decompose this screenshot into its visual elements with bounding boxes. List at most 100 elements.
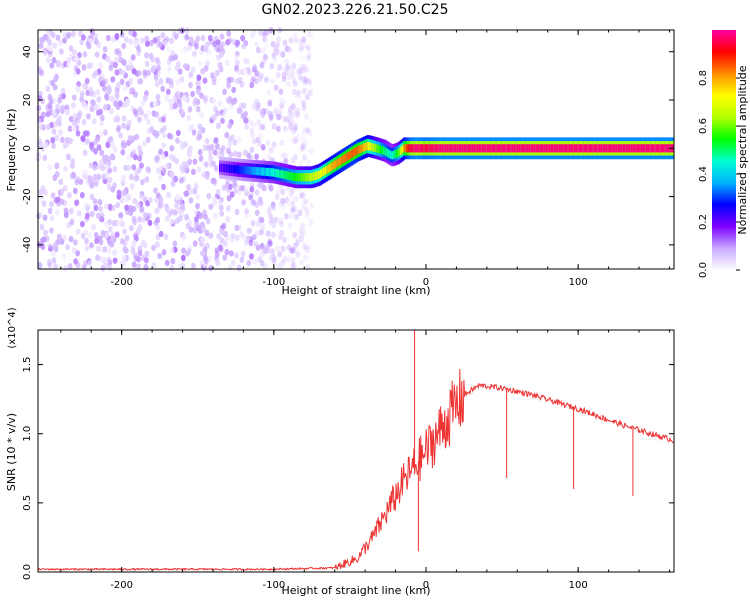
spectrogram-cell: [225, 39, 231, 46]
spectrogram-cell: [73, 258, 79, 265]
y-tick-label: -20: [22, 188, 33, 204]
spectrogram-cell: [236, 189, 242, 196]
spectrogram-cell: [74, 178, 80, 186]
spectrogram-cell: [305, 246, 310, 254]
spectrogram-cell: [47, 102, 53, 110]
spectrogram-cell: [59, 107, 65, 115]
spectrogram-cell: [200, 35, 206, 42]
spectrogram-cell: [46, 258, 52, 266]
spectrogram-cell: [224, 131, 230, 139]
spectrogram-cell: [271, 123, 277, 130]
spectrogram-cell: [279, 139, 285, 147]
spectrogram-cell: [47, 207, 53, 215]
spectrogram-cell: [180, 143, 185, 151]
spectrogram-cell: [145, 136, 151, 144]
spectrogram-cell: [237, 107, 242, 114]
spectrogram-cell: [170, 257, 176, 265]
spectrogram-cell: [279, 229, 285, 237]
spectrogram-cell: [128, 38, 134, 45]
colorbar-tick-label: 0.6: [698, 118, 709, 134]
spectrogram-cell: [283, 158, 289, 165]
spectrogram-cell: [186, 150, 192, 158]
spectrogram-cell: [185, 222, 191, 230]
spectrogram-cell: [187, 106, 193, 113]
spectrogram-cell: [303, 245, 309, 252]
spectrogram-cell: [305, 147, 310, 154]
spectrogram-cell: [53, 263, 58, 270]
spectrogram-cell: [290, 247, 296, 254]
spectrogram-cell: [89, 210, 95, 218]
spectrogram-cell: [203, 46, 209, 53]
spectrogram-cell: [122, 228, 127, 235]
spectrogram-cell: [193, 97, 198, 104]
spectrogram-cell: [104, 172, 109, 179]
spectrogram-cell: [260, 222, 266, 229]
spectrogram-cell: [169, 133, 175, 141]
spectrogram-cell: [280, 152, 286, 159]
spectrogram-cell: [299, 236, 304, 243]
spectrogram-cell: [83, 229, 89, 236]
spectrogram-cell: [203, 65, 209, 72]
spectrogram-cell: [146, 167, 152, 174]
spectrogram-cell: [108, 64, 114, 72]
spectrogram-cell: [148, 52, 154, 60]
spectrogram-cell: [104, 93, 109, 100]
spectrogram-cell: [139, 37, 145, 44]
spectrogram-cell: [279, 97, 285, 104]
spectrogram-cell: [115, 126, 121, 133]
spectrogram-cell: [80, 135, 86, 142]
spectrogram-cell: [103, 104, 108, 111]
spectrogram-cell: [243, 186, 249, 194]
spectrogram-cell: [204, 137, 210, 145]
spectrogram-cell: [278, 88, 284, 95]
spectrogram-cell: [47, 45, 53, 52]
spectrogram-cell: [177, 68, 183, 75]
spectrogram-cell: [290, 262, 296, 269]
spectrogram-cell: [86, 62, 92, 70]
spectrogram-cell: [234, 59, 240, 67]
spectrogram-cell: [168, 78, 174, 85]
spectrogram-cell: [129, 173, 134, 181]
spectrogram-cell: [82, 149, 88, 157]
spectrogram-cell: [214, 69, 220, 77]
snr-x-ticks: -200 -100 0 100: [60, 330, 670, 591]
spectrogram-cell: [219, 210, 225, 217]
spectrogram-cell: [164, 163, 170, 170]
spectrogram-cell: [82, 51, 88, 58]
snr-y-ticks: 0.0 0.5 1.0 1.5: [22, 357, 674, 580]
spectrogram-cell: [219, 33, 225, 40]
spectrogram-cell: [42, 214, 48, 221]
spectrogram-cell: [51, 257, 57, 264]
spectrogram-cell: [109, 241, 115, 248]
snr-frame: [37, 329, 675, 573]
spectrogram-cell: [254, 41, 260, 48]
spectrogram-cell: [267, 204, 272, 212]
colorbar-tick-label: 0.0: [698, 262, 709, 278]
spectrogram-cell: [130, 54, 136, 61]
spectrogram-cell: [203, 161, 209, 168]
spectrogram-cell: [115, 116, 121, 123]
spectrogram-cell: [280, 245, 286, 252]
spectrogram-cell: [86, 113, 91, 120]
spectrogram-cell: [163, 233, 169, 241]
spectrogram-cell: [75, 119, 81, 126]
spectrogram-cell: [92, 198, 98, 205]
spectrogram-cell: [169, 218, 175, 225]
spectrogram-cell: [302, 87, 308, 94]
spectrogram-cell: [181, 94, 187, 102]
spectrogram-cell: [175, 61, 181, 68]
spectrogram-cell: [289, 188, 295, 195]
spectrogram-cell: [43, 229, 48, 236]
spectrogram-cell: [121, 122, 127, 129]
spectrogram-cell: [295, 237, 301, 244]
spectrogram-cell: [129, 183, 135, 190]
spectrogram-cell: [308, 148, 314, 155]
spectrogram-cell: [292, 79, 297, 86]
spectrogram-cell: [259, 229, 264, 236]
spectrogram-cell: [57, 129, 63, 136]
spectrogram-cell: [308, 83, 314, 90]
spectrogram-cell: [152, 37, 158, 44]
spectrogram-cell: [262, 185, 268, 192]
colorbar-tick-label: 0.4: [698, 166, 709, 182]
snr-series-line: [37, 368, 674, 572]
